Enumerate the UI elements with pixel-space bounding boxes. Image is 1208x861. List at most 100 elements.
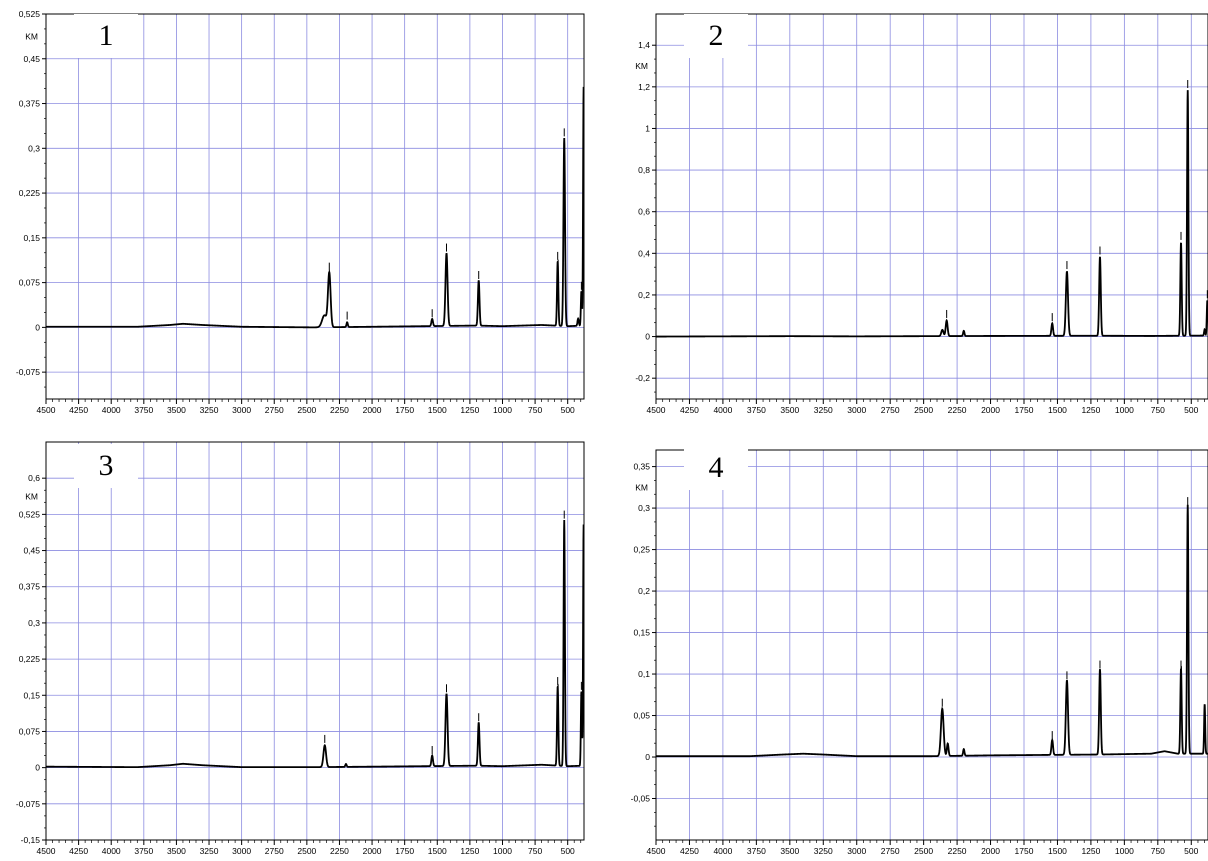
x-tick-label: 3250 <box>200 846 219 856</box>
x-tick-label: 1000 <box>493 846 512 856</box>
spectrum-panel-2: 1,4 1,2 1 0,8 0,6 0,4 0,2 0 -0,2 KM 4500 4250 4000 37… <box>610 0 1208 420</box>
peak-label: 576,68 <box>555 654 562 676</box>
y-tick-label: 0,225 <box>19 188 41 198</box>
x-tick-label: 3250 <box>814 846 833 856</box>
x-tick-label: 750 <box>528 846 542 856</box>
y-tick-label: 0,4 <box>638 248 650 258</box>
x-tick-label: 3750 <box>134 846 153 856</box>
y-tick-label: 0 <box>35 322 40 332</box>
x-tick-label: 1750 <box>395 846 414 856</box>
x-tick-label: 4250 <box>680 405 699 415</box>
y-tick-label: 0,45 <box>23 54 40 64</box>
x-tick-label: 2500 <box>914 846 933 856</box>
spectrum-panel-4: 0,35 0,3 0,25 0,2 0,15 0,1 0,05 0 -0,05 KM 4500 425… <box>610 432 1208 861</box>
peak-label: 1539,09 <box>430 282 437 307</box>
y-tick-label: -0,15 <box>21 835 41 845</box>
peak-label: 1429,15 <box>1064 234 1071 259</box>
y-tick-label: 1 <box>645 123 650 133</box>
y-tick-label: 0,525 <box>19 9 41 19</box>
peak-label: 2362,64 <box>322 708 329 733</box>
plot-grid <box>46 13 584 399</box>
x-tick-label: 4500 <box>37 405 56 415</box>
panel-number: 3 <box>99 449 114 482</box>
x-tick-label: 1500 <box>1048 846 1067 856</box>
x-tick-label: 4000 <box>102 405 121 415</box>
panel-label-box <box>74 444 138 488</box>
x-tick-label: 500 <box>561 846 575 856</box>
y-tick-label: 0,075 <box>19 726 41 736</box>
y-tick-label: 0,525 <box>19 509 41 519</box>
x-tick-label: 2250 <box>948 846 967 856</box>
x-tick-label: 1500 <box>1048 405 1067 415</box>
spectrum-svg: 0,525 0,45 0,375 0,3 0,225 0,15 0,075 0 -0,075 KM… <box>16 9 585 415</box>
spectrum-svg: 1,4 1,2 1 0,8 0,6 0,4 0,2 0 -0,2 KM 4500 4250 4000 37… <box>635 13 1208 415</box>
y-tick-label: 1,4 <box>638 40 650 50</box>
y-tick-label: -0,075 <box>16 799 40 809</box>
panel-label-box <box>684 446 748 490</box>
x-tick-label: 4500 <box>647 846 666 856</box>
y-tick-label: 0,225 <box>19 654 41 664</box>
peak-label: 1539,09 <box>1050 286 1057 311</box>
x-tick-label: 750 <box>1151 405 1165 415</box>
x-tick-label: 4500 <box>647 405 666 415</box>
x-tick-label: 3250 <box>814 405 833 415</box>
x-tick-label: 1750 <box>395 405 414 415</box>
x-tick-label: 2750 <box>881 405 900 415</box>
spectrum-panel-1: 0,525 0,45 0,375 0,3 0,225 0,15 0,075 0 -0,075 KM… <box>0 0 600 420</box>
x-tick-label: 3750 <box>747 405 766 415</box>
y-tick-label: 0,6 <box>638 207 650 217</box>
plot-grid <box>656 14 1208 399</box>
y-axis-label: KM <box>635 61 648 71</box>
x-tick-label: 3000 <box>232 405 251 415</box>
y-tick-label: 0,15 <box>23 690 40 700</box>
x-tick-label: 1250 <box>460 846 479 856</box>
plot-grid <box>46 442 584 841</box>
panel-number: 1 <box>99 19 114 52</box>
y-axis-label: KM <box>25 491 38 501</box>
x-tick-label: 3000 <box>847 846 866 856</box>
x-tick-label: 1000 <box>1115 405 1134 415</box>
y-tick-label: 0,1 <box>638 669 650 679</box>
x-tick-label: 3750 <box>134 405 153 415</box>
peak-label: 1182,28 <box>476 686 483 711</box>
x-tick-label: 4250 <box>680 846 699 856</box>
peak-label: 1539,09 <box>1050 704 1057 729</box>
y-tick-label: 0,15 <box>633 628 650 638</box>
peak-label: 1182,28 <box>1097 220 1104 245</box>
x-tick-label: 1250 <box>460 405 479 415</box>
x-tick-label: 1000 <box>1115 846 1134 856</box>
y-tick-label: 0,3 <box>638 503 650 513</box>
y-tick-label: -0,05 <box>631 794 651 804</box>
x-tick-label: 2750 <box>265 846 284 856</box>
x-tick-label: 1750 <box>1015 846 1034 856</box>
x-tick-label: 3000 <box>232 846 251 856</box>
y-tick-label: 0,05 <box>633 711 650 721</box>
peak-label: 576,68 <box>555 228 562 250</box>
y-tick-label: 0,6 <box>28 473 40 483</box>
x-tick-label: 2000 <box>981 405 1000 415</box>
x-tick-label: 3500 <box>780 846 799 856</box>
panel-number: 4 <box>709 451 724 484</box>
x-tick-label: 1500 <box>428 405 447 415</box>
y-tick-label: 1,2 <box>638 82 650 92</box>
spectrum-panel-3: 0,6 0,525 0,45 0,375 0,3 0,225 0,15 0,075 0 -0,07… <box>0 432 600 861</box>
y-tick-label: 0,2 <box>638 586 650 596</box>
peak-label: 2327,92 <box>327 235 334 260</box>
peak-label: 576,68 <box>1179 637 1186 659</box>
x-tick-label: 4500 <box>37 846 56 856</box>
x-tick-label: 1750 <box>1015 405 1034 415</box>
y-tick-label: 0,15 <box>23 233 40 243</box>
x-tick-label: 4250 <box>69 405 88 415</box>
y-tick-label: -0,2 <box>635 373 650 383</box>
x-tick-label: 3000 <box>847 405 866 415</box>
y-tick-label: 0,35 <box>633 462 650 472</box>
y-tick-label: -0,075 <box>16 367 40 377</box>
x-tick-label: 2250 <box>330 846 349 856</box>
y-tick-label: 0,3 <box>28 618 40 628</box>
y-tick-label: 0,8 <box>638 165 650 175</box>
y-tick-label: 0 <box>645 752 650 762</box>
y-tick-label: 0,2 <box>638 290 650 300</box>
y-tick-label: 0,375 <box>19 99 41 109</box>
x-tick-label: 4000 <box>713 405 732 415</box>
